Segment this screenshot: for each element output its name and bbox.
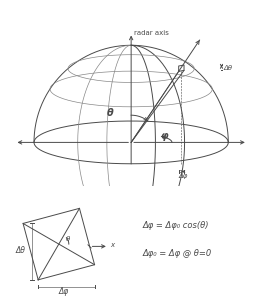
Text: θ: θ bbox=[107, 108, 114, 118]
Text: φ: φ bbox=[160, 131, 168, 142]
Text: Δφ: Δφ bbox=[58, 287, 69, 296]
Text: $x$: $x$ bbox=[110, 241, 116, 249]
Text: Δφ: Δφ bbox=[178, 173, 188, 179]
Text: Δθ: Δθ bbox=[16, 246, 26, 255]
Text: Δθ: Δθ bbox=[223, 65, 233, 71]
Text: Δφ₀ = Δφ @ θ=0: Δφ₀ = Δφ @ θ=0 bbox=[143, 249, 212, 258]
Text: Δφ = Δφ₀ cos(θ): Δφ = Δφ₀ cos(θ) bbox=[143, 220, 209, 230]
Text: radar axis: radar axis bbox=[134, 29, 169, 35]
Text: θ: θ bbox=[66, 236, 70, 242]
